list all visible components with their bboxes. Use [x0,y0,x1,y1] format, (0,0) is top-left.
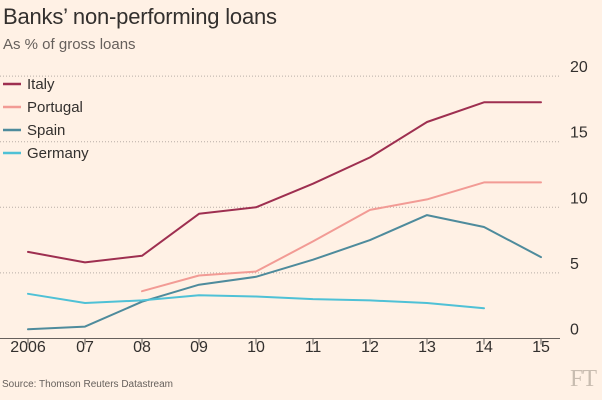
source-note: Source: Thomson Reuters Datastream [2,379,174,390]
y-tick-label: 10 [570,190,588,207]
chart-subtitle: As % of gross loans [3,36,136,53]
x-tick-label: 09 [190,339,208,356]
legend-label-spain: Spain [27,122,65,139]
legend-label-italy: Italy [27,76,55,93]
y-tick-label: 20 [570,59,588,76]
x-tick-label: 07 [76,339,94,356]
x-tick-label: 13 [418,339,436,356]
x-tick-label: 15 [532,339,550,356]
series-line-portugal [141,181,542,293]
x-tick-label: 12 [361,339,379,356]
chart-title: Banks’ non-performing loans [3,4,277,29]
y-tick-label: 5 [570,256,579,273]
x-tick-label: 14 [475,339,493,356]
series-line-germany [27,292,485,310]
y-tick-label: 15 [570,125,588,142]
x-tick-label: 11 [305,339,322,356]
series-line-italy [27,101,542,264]
x-tick-label: 08 [133,339,151,356]
series-line-spain [27,214,542,331]
legend-label-portugal: Portugal [27,99,83,116]
legend-label-germany: Germany [27,145,89,162]
x-tick-label: 2006 [10,339,46,356]
y-tick-label: 0 [570,321,579,338]
x-tick-label: 10 [247,339,265,356]
ft-logo: FT [569,366,597,392]
